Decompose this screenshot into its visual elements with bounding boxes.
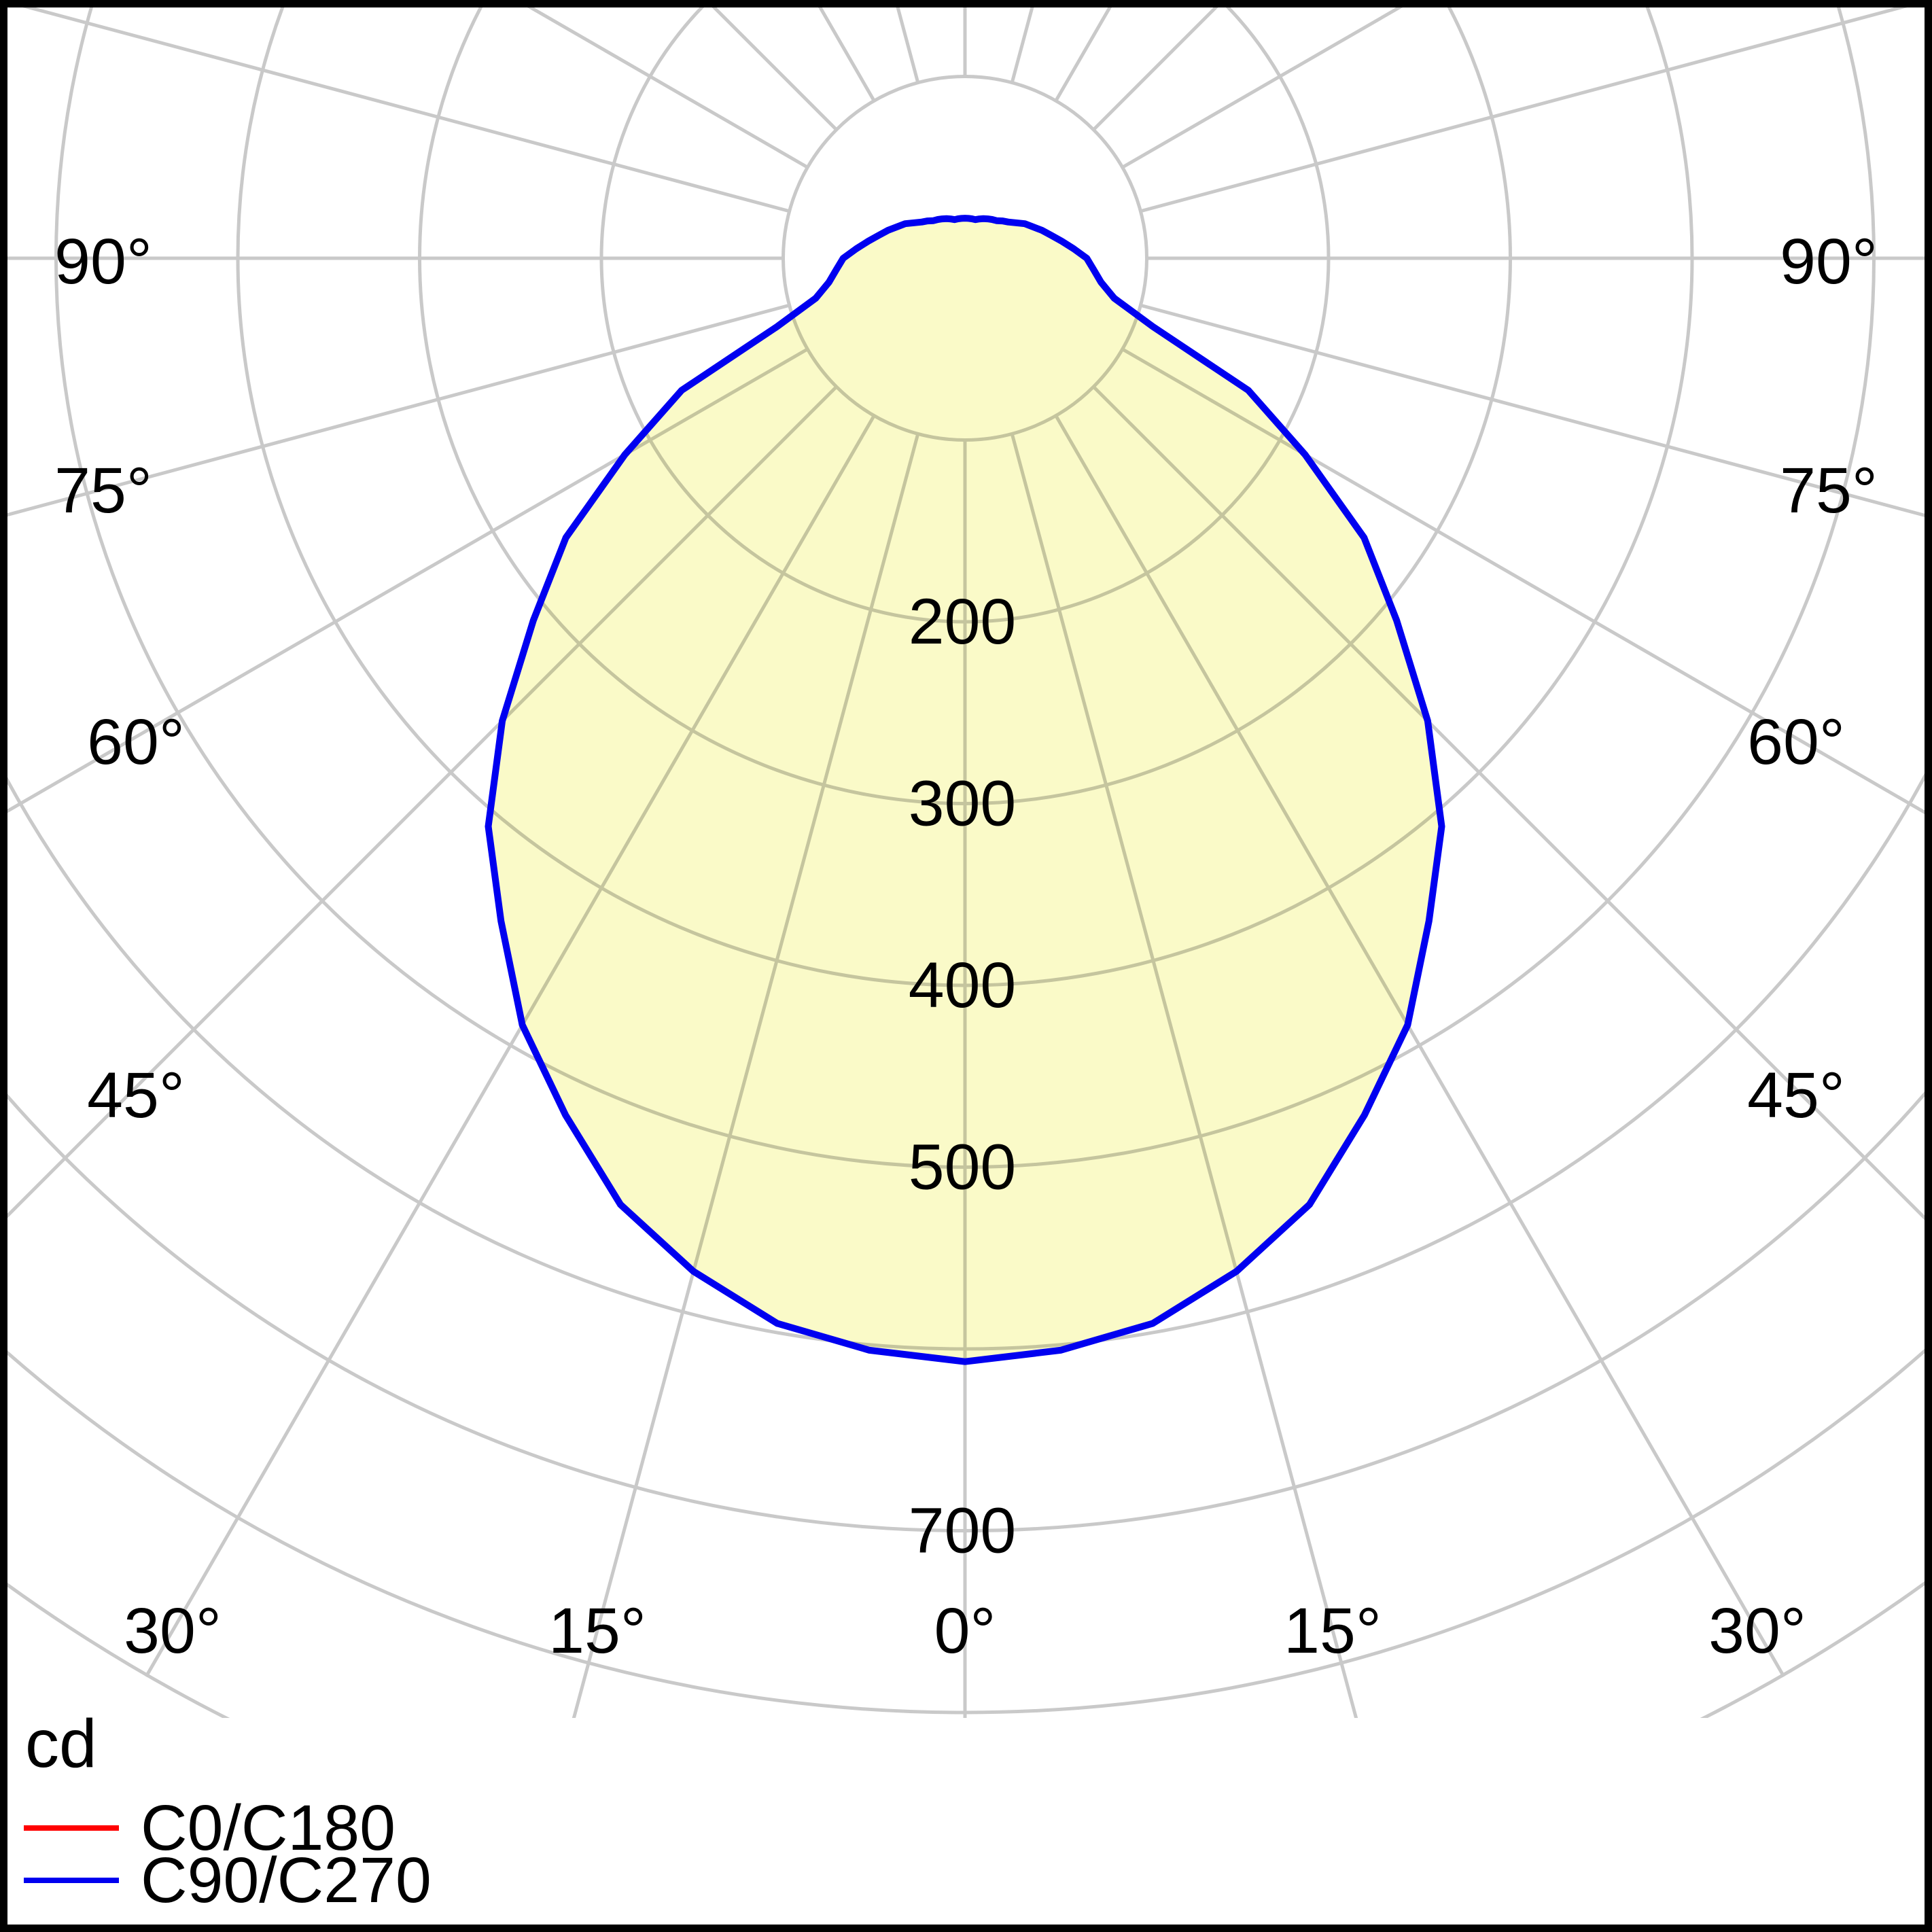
legend-label-c90-c270: C90/C270: [141, 1844, 432, 1916]
grid-spoke-240deg: [527, 7, 809, 169]
grid-spoke-120deg: [1121, 7, 1403, 169]
legend: cd C0/C180 C90/C270: [24, 1706, 432, 1916]
angle-label-15deg: 15°: [1284, 1595, 1382, 1667]
grid-spoke-105deg: [1140, 7, 1908, 213]
angle-label-45deg: 45°: [1747, 1059, 1845, 1131]
angle-label-0deg: 0°: [934, 1595, 996, 1667]
angle-label-15deg: 15°: [548, 1595, 646, 1667]
angle-label-30deg: 30°: [1708, 1595, 1806, 1667]
angle-label-90deg: 90°: [54, 226, 152, 298]
angle-label-75deg: 75°: [1780, 455, 1878, 527]
grid-spoke-255deg: [22, 7, 790, 213]
legend-unit-label: cd: [25, 1706, 97, 1782]
beam-fill-area: [488, 218, 1442, 1362]
radial-value-label-700: 700: [909, 1495, 1017, 1567]
angle-tick-labels: 90° 75° 60° 45° 90° 75° 60° 45° 30° 15° 0° 15° 30°: [54, 226, 1878, 1667]
legend-label-c0-c180: C0/C180: [141, 1792, 396, 1864]
grid-spoke-285deg: [7, 303, 790, 517]
angle-label-60deg: 60°: [87, 706, 185, 778]
grid-spoke-60deg: [1121, 347, 1925, 815]
curve-line-c90-c270: [485, 215, 1445, 1365]
angle-label-75deg: 75°: [54, 455, 152, 527]
radial-value-label-300: 300: [909, 768, 1017, 840]
angle-label-90deg: 90°: [1780, 226, 1878, 298]
radial-value-label-400: 400: [909, 949, 1017, 1021]
angle-label-60deg: 60°: [1747, 706, 1845, 778]
grid-spoke-75deg: [1140, 303, 1925, 517]
radial-value-labels: 200 300 400 500 700: [909, 586, 1017, 1567]
grid-spoke-300deg: [7, 347, 809, 813]
angle-label-45deg: 45°: [87, 1059, 185, 1131]
curve-c90-c270: [485, 215, 1445, 1365]
angle-label-30deg: 30°: [124, 1595, 222, 1667]
beam-fill-polygon: [488, 218, 1442, 1362]
radial-value-label-200: 200: [909, 586, 1017, 658]
radial-value-label-500: 500: [909, 1131, 1017, 1204]
